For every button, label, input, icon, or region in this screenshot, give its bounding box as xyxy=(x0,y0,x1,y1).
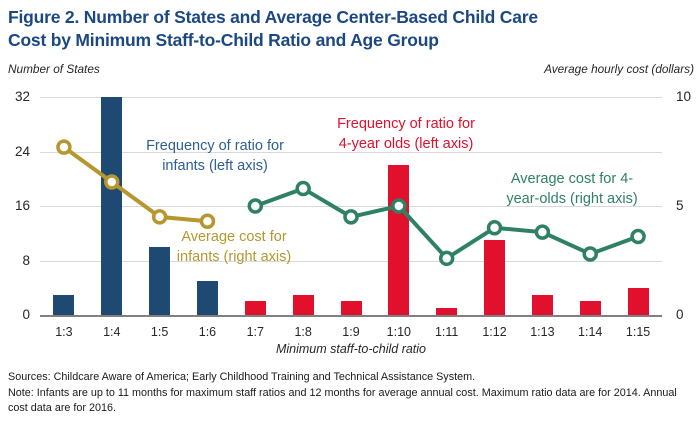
x-tick-1:12: 1:12 xyxy=(482,325,507,339)
annotation-frequency-4-year-olds-line2: 4-year olds (left axis) xyxy=(338,136,474,152)
right-axis-caption: Average hourly cost (dollars) xyxy=(544,62,694,76)
line-gold xyxy=(62,145,208,224)
gridline-24 xyxy=(40,151,662,153)
chart-title-line2: Cost by Minimum Staff-to-Child Ratio and… xyxy=(8,30,439,50)
bar-1:6 xyxy=(196,280,218,315)
marker-teal xyxy=(343,209,359,225)
annotation-frequency-infants: Frequency of ratio for infants (left axi… xyxy=(100,136,330,176)
sources-line: Sources: Childcare Aware of America; Ear… xyxy=(8,371,476,383)
marker-teal xyxy=(534,224,551,240)
bar-1:11 xyxy=(436,308,458,315)
bar-1:3 xyxy=(53,294,75,315)
annotation-cost-4-year-olds-line1: Average cost for 4- xyxy=(510,171,634,187)
x-tick-1:8: 1:8 xyxy=(294,325,312,339)
bar-1:4 xyxy=(101,97,123,315)
bar-1:8 xyxy=(292,294,314,315)
bar-1:13 xyxy=(531,294,553,315)
left-axis-tick-24: 24 xyxy=(14,143,30,159)
note-line: Note: Infants are up to 11 months for ma… xyxy=(8,386,677,415)
marker-teal xyxy=(391,198,407,214)
marker-teal xyxy=(295,180,311,197)
chart-title-line1: Figure 2. Number of States and Average C… xyxy=(8,7,538,27)
x-tick-1:4: 1:4 xyxy=(103,325,121,339)
x-tick-1:6: 1:6 xyxy=(198,325,217,339)
bar-1:7 xyxy=(244,301,266,315)
x-tick-1:14: 1:14 xyxy=(578,325,603,339)
x-tick-1:10: 1:10 xyxy=(386,325,412,339)
plot-area xyxy=(40,97,662,317)
x-tick-1:3: 1:3 xyxy=(55,325,73,339)
left-axis-tick-0: 0 xyxy=(22,307,30,322)
x-tick-1:11: 1:11 xyxy=(434,325,459,339)
gridline-8 xyxy=(40,260,662,262)
marker-gold xyxy=(104,174,120,190)
source-note: Sources: Childcare Aware of America; Ear… xyxy=(8,370,696,417)
right-axis-tick-5: 5 xyxy=(676,198,684,213)
left-axis-caption: Number of States xyxy=(8,62,100,76)
marker-teal xyxy=(486,220,503,236)
annotation-cost-infants-line2: infants (right axis) xyxy=(176,249,292,265)
bar-1:14 xyxy=(579,301,601,315)
marker-teal xyxy=(247,198,264,214)
marker-gold xyxy=(151,209,168,225)
bar-1:15 xyxy=(627,287,649,315)
x-tick-1:7: 1:7 xyxy=(246,325,264,339)
x-tick-1:15: 1:15 xyxy=(625,325,651,339)
annotation-cost-infants: Average cost for infants (right axis) xyxy=(119,227,349,267)
annotation-cost-4-year-olds-line2: year-olds (right axis) xyxy=(506,191,638,207)
bar-1:12 xyxy=(484,240,506,315)
bar-1:9 xyxy=(340,301,362,315)
left-axis-tick-16: 16 xyxy=(14,198,30,213)
marker-teal xyxy=(630,228,646,245)
marker-gold xyxy=(199,213,216,230)
chart-title: Figure 2. Number of States and Average C… xyxy=(8,6,694,52)
x-tick-1:5: 1:5 xyxy=(150,325,169,339)
marker-gold xyxy=(56,139,72,155)
left-axis-tick-8: 8 xyxy=(22,252,30,268)
bar-1:5 xyxy=(149,246,171,315)
gridline-32 xyxy=(40,97,662,98)
left-axis-tick-32: 32 xyxy=(14,89,30,104)
annotation-cost-infants-line1: Average cost for xyxy=(181,229,287,245)
annotation-frequency-4-year-olds-line1: Frequency of ratio for xyxy=(337,116,475,132)
x-tick-1:9: 1:9 xyxy=(342,325,360,339)
gridline-16 xyxy=(40,206,662,207)
annotation-cost-4-year-olds: Average cost for 4- year-olds (right axi… xyxy=(457,169,687,209)
annotation-frequency-infants-line2: infants (left axis) xyxy=(162,158,268,174)
marker-teal xyxy=(438,250,455,267)
right-axis-tick-0: 0 xyxy=(676,307,684,322)
right-axis-tick-10: 10 xyxy=(676,89,692,104)
annotation-frequency-4-year-olds: Frequency of ratio for 4-year olds (left… xyxy=(291,114,521,154)
marker-teal xyxy=(582,246,598,262)
cost-lines-layer xyxy=(56,139,646,267)
x-axis-title: Minimum staff-to-child ratio xyxy=(275,342,427,356)
x-tick-1:13: 1:13 xyxy=(530,325,555,339)
annotation-frequency-infants-line1: Frequency of ratio for xyxy=(146,138,284,154)
